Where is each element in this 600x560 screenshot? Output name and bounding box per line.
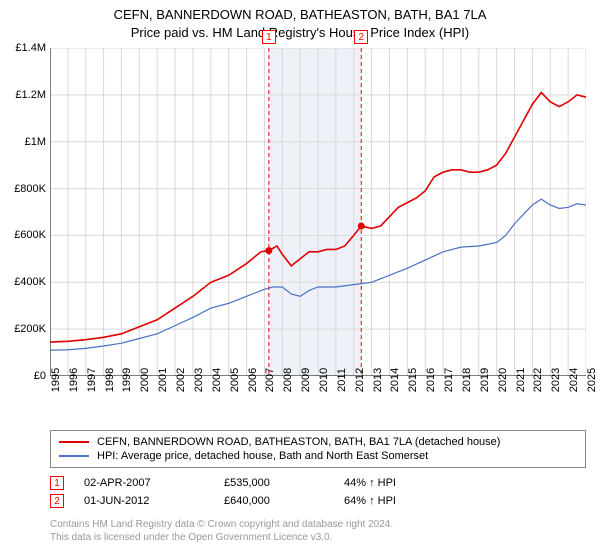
legend-swatch: [59, 441, 89, 443]
x-tick-label: 2009: [300, 368, 312, 392]
x-tick-label: 2017: [443, 368, 455, 392]
x-tick-label: 2014: [389, 368, 401, 392]
sale-price: £640,000: [224, 495, 344, 507]
sale-marker-icon: 1: [262, 30, 276, 44]
y-tick-label: £0: [34, 370, 46, 382]
x-tick-label: 2024: [568, 368, 580, 392]
title-line-2: Price paid vs. HM Land Registry's House …: [0, 24, 600, 42]
x-tick-label: 1997: [86, 368, 98, 392]
x-tick-label: 1995: [50, 368, 62, 392]
x-tick-label: 2012: [354, 368, 366, 392]
x-tick-label: 2015: [407, 368, 419, 392]
x-tick-label: 2007: [264, 368, 276, 392]
x-tick-label: 2001: [157, 368, 169, 392]
y-tick-label: £1.4M: [15, 42, 46, 54]
x-tick-label: 2025: [586, 368, 598, 392]
x-tick-label: 2021: [515, 368, 527, 392]
sales-row: 2 01-JUN-2012 £640,000 64% ↑ HPI: [50, 492, 586, 510]
y-tick-label: £800K: [14, 183, 46, 195]
x-tick-label: 2005: [229, 368, 241, 392]
x-tick-label: 1999: [121, 368, 133, 392]
x-tick-label: 2011: [336, 368, 348, 392]
x-tick-label: 2010: [318, 368, 330, 392]
x-tick-label: 1998: [104, 368, 116, 392]
x-tick-label: 2020: [497, 368, 509, 392]
legend-label: HPI: Average price, detached house, Bath…: [97, 450, 428, 462]
sale-delta: 64% ↑ HPI: [344, 495, 464, 507]
y-tick-label: £200K: [14, 323, 46, 335]
sale-date: 01-JUN-2012: [84, 495, 224, 507]
sale-marker-icon: 2: [354, 30, 368, 44]
sale-marker-icon: 2: [50, 494, 64, 508]
x-tick-label: 2016: [425, 368, 437, 392]
chart-container: CEFN, BANNERDOWN ROAD, BATHEASTON, BATH,…: [0, 0, 600, 560]
sales-row: 1 02-APR-2007 £535,000 44% ↑ HPI: [50, 474, 586, 492]
x-tick-label: 2003: [193, 368, 205, 392]
legend-swatch: [59, 455, 89, 457]
x-tick-label: 1996: [68, 368, 80, 392]
sale-delta: 44% ↑ HPI: [344, 477, 464, 489]
x-tick-label: 2018: [461, 368, 473, 392]
sale-price: £535,000: [224, 477, 344, 489]
y-tick-label: £1M: [25, 136, 46, 148]
title-line-1: CEFN, BANNERDOWN ROAD, BATHEASTON, BATH,…: [0, 6, 600, 24]
x-tick-label: 2022: [532, 368, 544, 392]
chart-area: £0£200K£400K£600K£800K£1M£1.2M£1.4M19951…: [50, 48, 586, 376]
legend-label: CEFN, BANNERDOWN ROAD, BATHEASTON, BATH,…: [97, 436, 500, 448]
x-tick-label: 2008: [282, 368, 294, 392]
x-tick-label: 2019: [479, 368, 491, 392]
y-tick-label: £600K: [14, 229, 46, 241]
x-tick-label: 2004: [211, 368, 223, 392]
legend-row: HPI: Average price, detached house, Bath…: [59, 449, 577, 463]
x-tick-label: 2013: [372, 368, 384, 392]
x-tick-label: 2002: [175, 368, 187, 392]
footer: Contains HM Land Registry data © Crown c…: [50, 518, 393, 544]
sales-table: 1 02-APR-2007 £535,000 44% ↑ HPI 2 01-JU…: [50, 474, 586, 510]
legend-row: CEFN, BANNERDOWN ROAD, BATHEASTON, BATH,…: [59, 435, 577, 449]
sale-marker-icon: 1: [50, 476, 64, 490]
x-tick-label: 2023: [550, 368, 562, 392]
x-tick-label: 2006: [247, 368, 259, 392]
y-tick-label: £1.2M: [15, 89, 46, 101]
y-tick-label: £400K: [14, 276, 46, 288]
legend: CEFN, BANNERDOWN ROAD, BATHEASTON, BATH,…: [50, 430, 586, 468]
title-block: CEFN, BANNERDOWN ROAD, BATHEASTON, BATH,…: [0, 0, 600, 42]
line-chart: [50, 48, 586, 376]
sale-date: 02-APR-2007: [84, 477, 224, 489]
footer-line: Contains HM Land Registry data © Crown c…: [50, 518, 393, 531]
footer-line: This data is licensed under the Open Gov…: [50, 531, 393, 544]
x-tick-label: 2000: [139, 368, 151, 392]
